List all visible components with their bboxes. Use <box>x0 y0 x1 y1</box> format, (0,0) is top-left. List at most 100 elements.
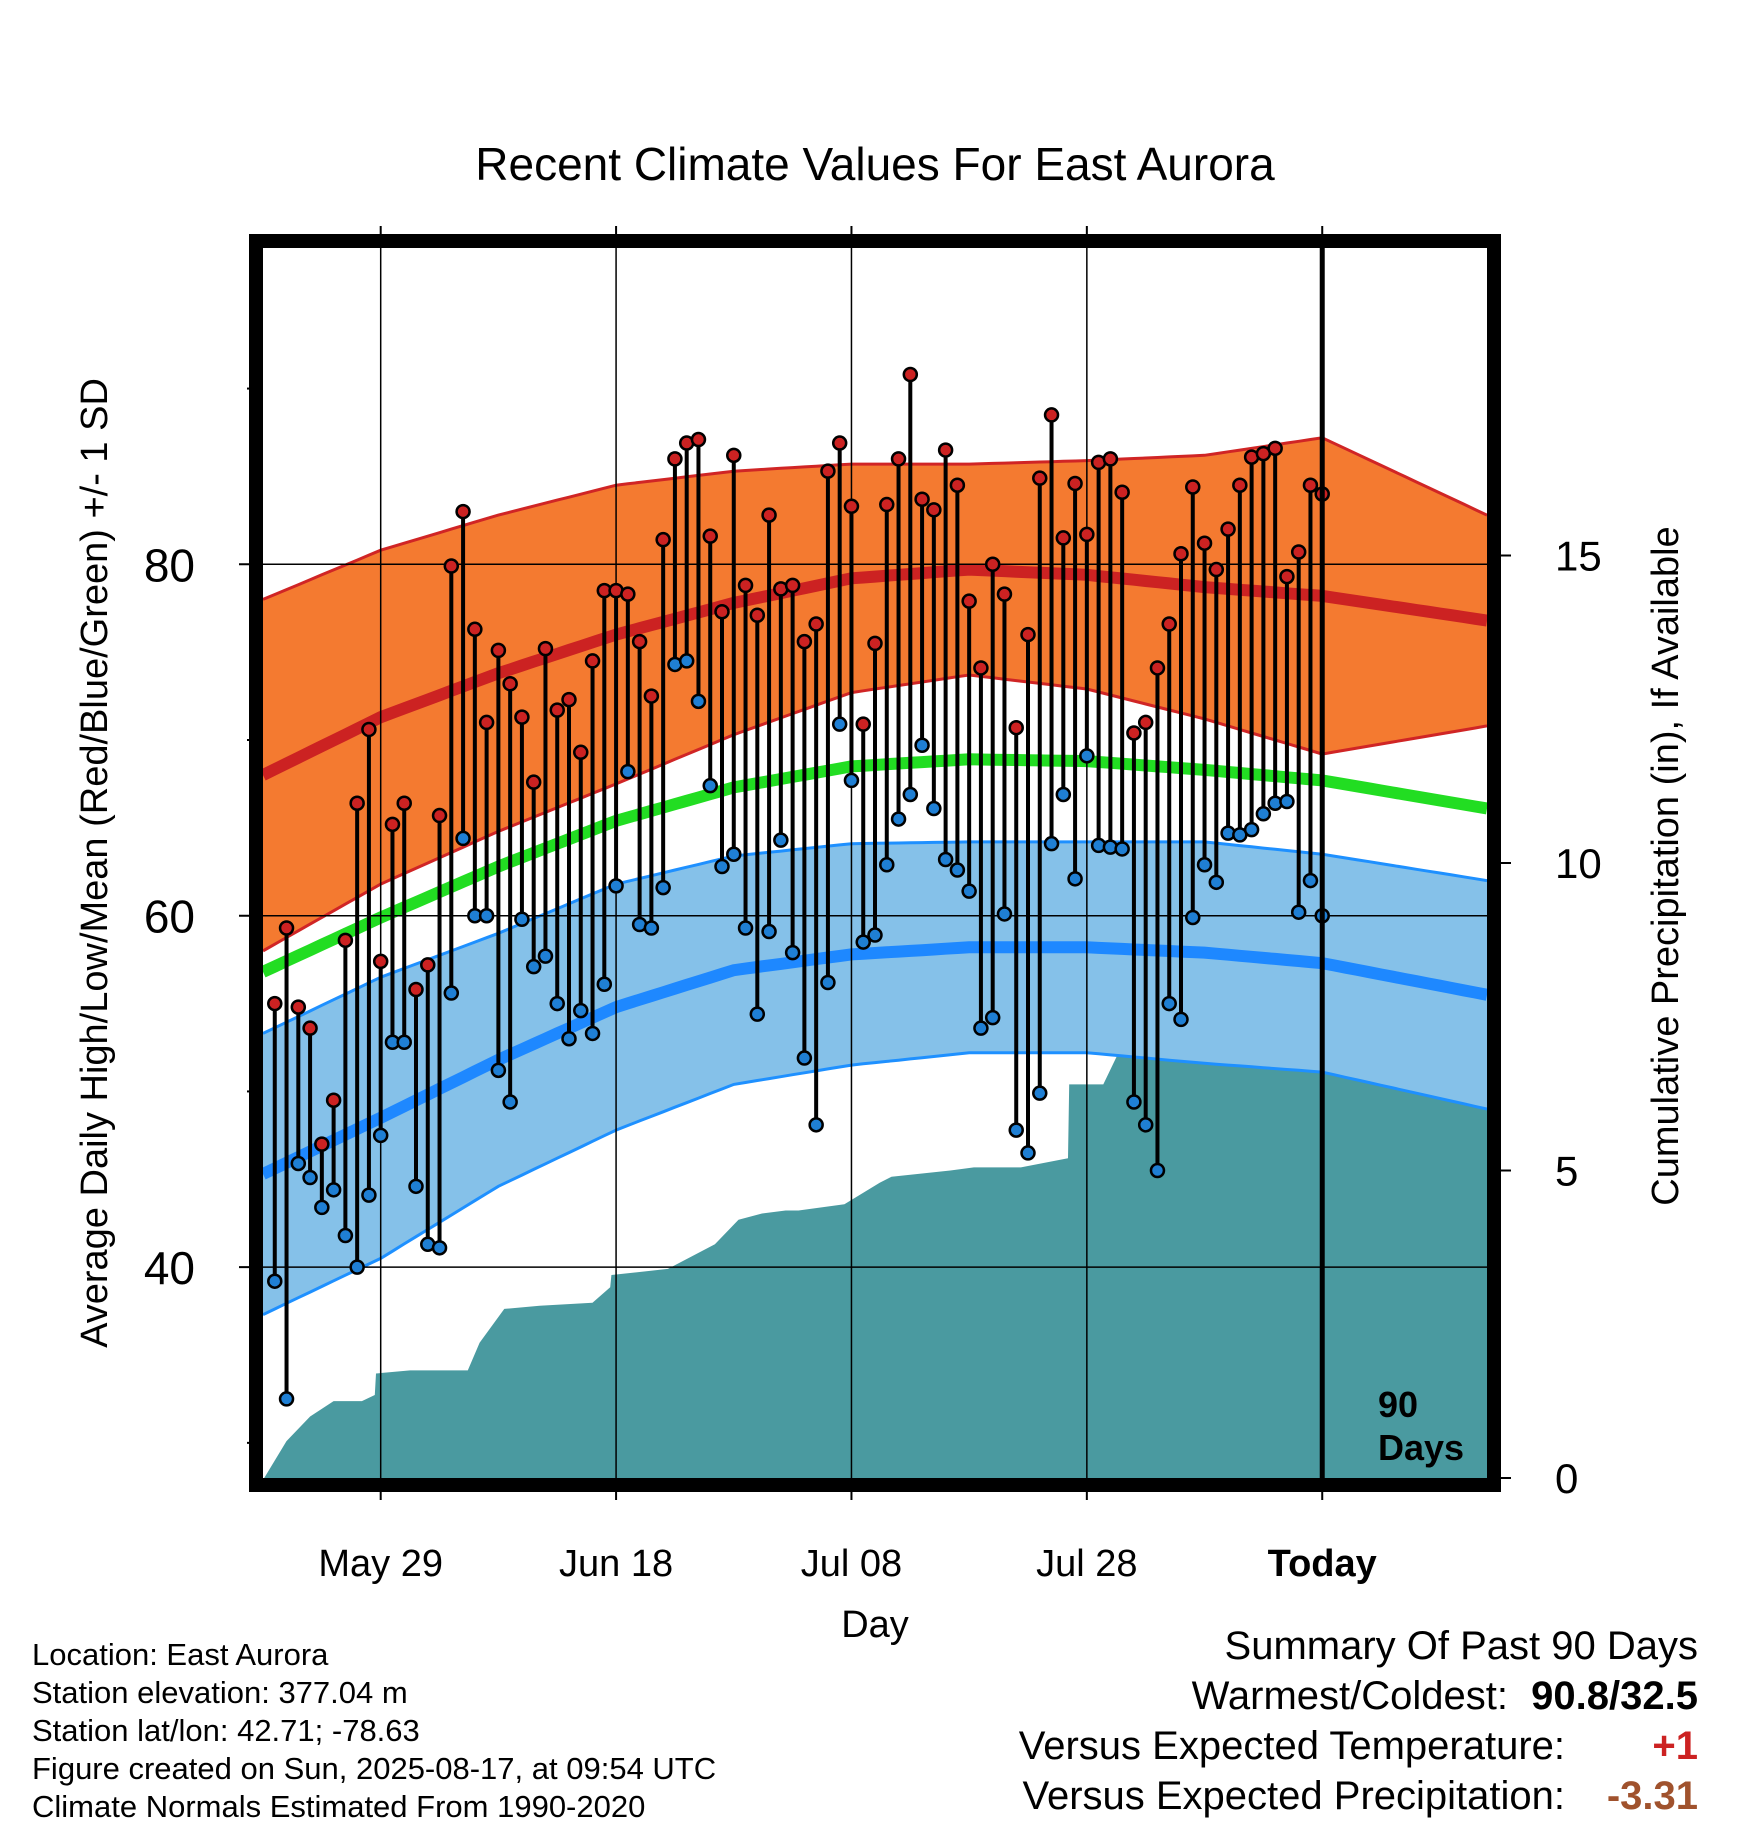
daily-high-point <box>325 1092 342 1108</box>
daily-high-point <box>1149 660 1166 676</box>
daily-low-point <box>902 786 919 803</box>
daily-low-point <box>949 862 966 878</box>
daily-low-point <box>372 1127 389 1144</box>
daily-high-point <box>749 607 766 623</box>
daily-high-point <box>808 616 824 632</box>
daily-high-point <box>1079 526 1095 543</box>
daily-low-point <box>914 737 930 754</box>
daily-low-point <box>714 858 730 875</box>
daily-low-point <box>290 1155 307 1172</box>
daily-low-point <box>1243 821 1260 838</box>
warmest-coldest-value: 90.8/32.5 <box>1531 1674 1698 1718</box>
daily-low-point <box>749 1006 766 1022</box>
daily-low-point <box>737 920 754 936</box>
daily-high-point <box>584 653 601 669</box>
daily-high-point <box>890 451 907 467</box>
daily-low-point <box>678 653 695 669</box>
daily-low-point <box>1020 1145 1036 1161</box>
precipitation-area-layer <box>264 1016 1487 1478</box>
daily-low-point <box>1173 1011 1189 1028</box>
daily-high-point <box>1114 484 1130 500</box>
daily-low-point <box>961 883 977 899</box>
daily-range-stems-layer <box>272 374 1325 1399</box>
daily-high-point <box>831 435 848 451</box>
daily-high-point <box>1067 475 1083 492</box>
daily-low-point <box>278 1391 295 1407</box>
daily-low-point <box>796 1050 813 1066</box>
daily-high-point <box>761 507 777 523</box>
versus-precipitation-value: -3.31 <box>1606 1774 1698 1818</box>
daily-low-point <box>855 934 871 950</box>
daily-high-point <box>1055 530 1072 546</box>
period-label-number: 90 <box>1378 1384 1418 1425</box>
plot-frame-layer <box>239 226 1511 1500</box>
daily-low-point <box>879 857 895 873</box>
daily-high-point <box>361 721 377 738</box>
daily-high-point <box>537 640 554 657</box>
low-band-lower-edge <box>263 1051 1487 1316</box>
warmest-coldest-label: Warmest/Coldest: <box>1191 1674 1508 1718</box>
daily-low-point <box>973 1020 989 1036</box>
daily-high-point <box>302 1020 318 1036</box>
daily-low-point <box>1255 806 1272 822</box>
summary-title: Summary Of Past 90 Days <box>1224 1624 1698 1668</box>
daily-low-point <box>808 1117 824 1133</box>
daily-high-point <box>514 709 530 725</box>
daily-high-point <box>408 981 424 998</box>
x-tick-label: Jul 08 <box>801 1543 902 1585</box>
daily-low-point <box>525 958 542 975</box>
daily-high-point <box>490 642 507 659</box>
daily-high-point <box>855 716 871 732</box>
daily-high-point <box>478 714 495 731</box>
daily-high-point <box>1161 616 1177 632</box>
daily-high-point <box>384 816 401 833</box>
daily-low-point <box>478 907 495 924</box>
daily-low-point <box>1067 871 1083 887</box>
daily-high-point <box>1032 470 1048 486</box>
daily-low-point <box>1126 1094 1142 1110</box>
daily-high-point <box>455 503 471 520</box>
daily-low-point <box>443 985 460 1001</box>
daily-high-point <box>1137 714 1154 731</box>
daily-low-point <box>490 1062 507 1079</box>
daily-high-point <box>937 442 954 458</box>
daily-low-point <box>1161 995 1177 1012</box>
daily-low-point <box>643 920 660 936</box>
daily-high-point <box>737 577 754 594</box>
daily-high-point <box>443 558 460 574</box>
daily-low-point <box>1055 786 1072 803</box>
daily-low-point <box>1279 793 1295 810</box>
daily-low-point <box>396 1034 412 1050</box>
daily-high-point <box>714 603 730 620</box>
daily-high-point <box>631 633 648 650</box>
daily-high-point <box>314 1136 330 1152</box>
y-tick-label: 40 <box>144 1242 195 1294</box>
daily-high-point <box>1208 561 1225 578</box>
daily-high-point <box>1290 544 1307 560</box>
daily-high-point <box>984 556 1001 573</box>
daily-high-point <box>820 463 836 479</box>
daily-high-point <box>525 774 542 790</box>
daily-low-point <box>926 800 942 817</box>
daily-high-point <box>643 688 660 704</box>
daily-high-point <box>667 451 683 467</box>
daily-high-point <box>337 932 354 949</box>
daily-high-point <box>726 447 742 464</box>
daily-high-point <box>1102 451 1119 467</box>
daily-high-point <box>620 586 636 602</box>
daily-high-point <box>1173 545 1189 562</box>
daily-high-point <box>973 660 989 676</box>
daily-low-point <box>1137 1117 1154 1133</box>
daily-low-point <box>502 1094 518 1110</box>
precip-tick-label: 15 <box>1555 533 1602 580</box>
daily-high-point <box>420 957 436 973</box>
versus-temperature-value: +1 <box>1652 1724 1698 1768</box>
daily-high-point <box>396 795 412 812</box>
daily-high-point <box>1043 407 1060 423</box>
daily-low-point <box>1196 857 1213 873</box>
daily-low-point <box>1208 874 1225 891</box>
daily-low-point <box>1043 835 1060 852</box>
high-band-upper-edge <box>263 436 1487 601</box>
daily-high-point <box>267 995 283 1012</box>
daily-high-point <box>1267 440 1283 457</box>
